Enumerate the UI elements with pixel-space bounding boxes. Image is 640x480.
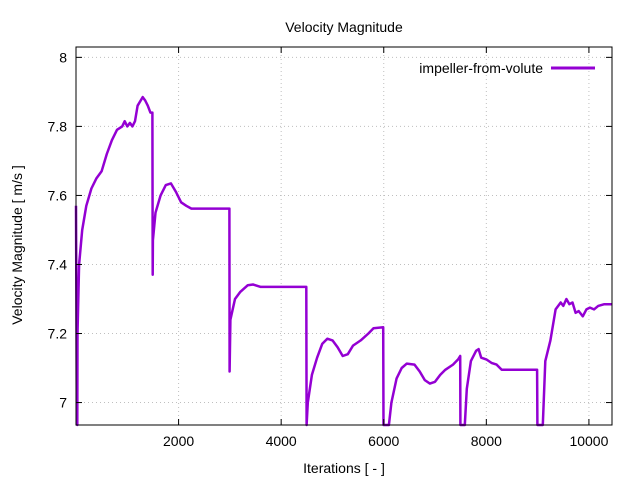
x-tick-label: 2000 — [163, 433, 194, 449]
y-tick-labels: 7 7.2 7.4 7.6 7.8 8 — [48, 49, 68, 410]
legend: impeller-from-volute — [419, 60, 595, 76]
y-tick-label: 7.2 — [48, 326, 68, 342]
y-axis-label: Velocity Magnitude [ m/s ] — [9, 165, 25, 325]
x-tick-label: 6000 — [368, 433, 399, 449]
ticks — [76, 47, 612, 425]
x-tick-label: 10000 — [569, 433, 608, 449]
y-tick-label: 7.6 — [48, 187, 68, 203]
y-tick-label: 8 — [59, 49, 67, 65]
y-tick-label: 7.4 — [48, 256, 68, 272]
x-tick-label: 8000 — [471, 433, 502, 449]
y-tick-label: 7 — [59, 395, 67, 411]
chart-title: Velocity Magnitude — [285, 19, 403, 35]
x-tick-label: 4000 — [266, 433, 297, 449]
x-axis-label: Iterations [ - ] — [303, 460, 385, 476]
legend-label: impeller-from-volute — [419, 60, 543, 76]
y-tick-label: 7.8 — [48, 118, 68, 134]
grid — [76, 47, 612, 425]
plot-frame — [75, 46, 613, 426]
x-tick-labels: 2000 4000 6000 8000 10000 — [163, 433, 609, 449]
